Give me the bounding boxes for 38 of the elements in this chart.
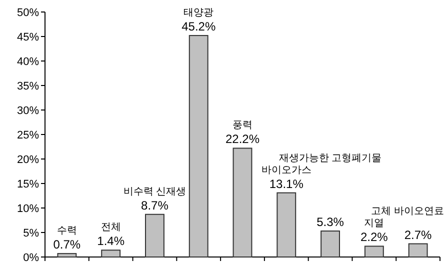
y-tick-label: 50% [16,7,40,19]
y-tick-label: 5% [23,228,40,240]
y-tick-label: 10% [16,203,40,215]
y-tick-label: 25% [16,130,40,142]
data-label: 1.4% [97,234,125,248]
x-tick-label: 전체 [100,222,121,234]
x-tick-label: 지열 [364,218,384,230]
data-label: 5.3% [316,215,344,230]
bar [145,214,164,258]
x-tick-label: 수력 [56,226,77,237]
data-label: 45.2% [182,20,216,34]
y-tick-label: 0% [23,252,40,264]
data-label: 0.7% [53,238,81,252]
y-tick-label: 45% [16,32,40,44]
bar [101,250,121,258]
bar [232,148,252,258]
bar [364,246,384,258]
data-label: 8.7% [141,198,169,212]
data-label: 2.7% [404,228,432,242]
x-tick-label: 바이오가스 [261,164,312,176]
y-tick-label: 35% [16,80,40,92]
data-label: 22.2% [225,132,260,146]
bar [276,192,296,258]
y-tick-label: 40% [16,56,40,68]
x-tick-label: 재생가능한 고형폐기물 [278,153,382,164]
bar [188,35,208,258]
x-tick-label: 고체 바이오연료 [371,206,444,217]
y-tick-label: 15% [16,178,40,190]
bar [57,253,77,258]
x-tick-label: 태양광 [184,8,214,19]
bar [408,243,428,258]
x-tick-label: 풍력 [232,120,252,132]
y-tick-label: 30% [16,105,40,117]
y-tick-label: 20% [16,154,40,166]
data-label: 13.1% [269,176,304,191]
x-tick-label: 비수력 신재생 [123,186,186,198]
data-label: 2.2% [360,230,388,244]
bar [320,230,340,258]
